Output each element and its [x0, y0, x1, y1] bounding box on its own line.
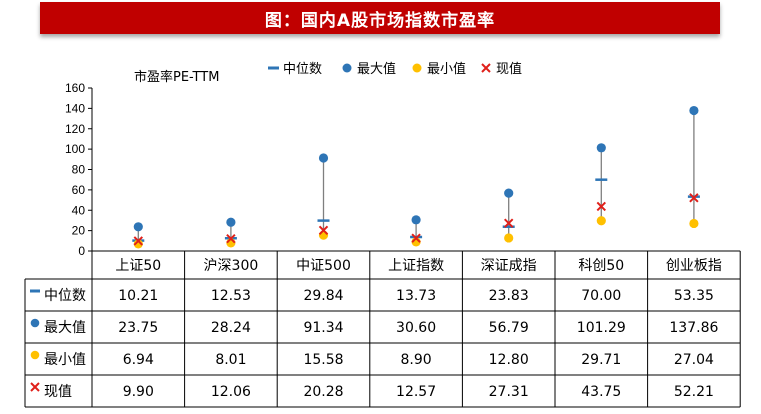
- current-point: [596, 201, 607, 212]
- current-point: [503, 218, 514, 228]
- row-x-icon: [30, 382, 40, 392]
- table-cell: 27.31: [489, 384, 529, 400]
- table-cell: 29.84: [303, 288, 343, 304]
- min-point: [689, 218, 699, 229]
- table-cell: 29.71: [581, 352, 621, 368]
- table-cell: 53.35: [674, 288, 714, 304]
- y-tick-label: 120: [65, 122, 85, 136]
- current-point: [133, 236, 144, 246]
- category-label: 沪深300: [204, 258, 259, 274]
- table-cell: 56.79: [489, 320, 529, 336]
- current-point: [411, 233, 421, 243]
- table-cell: 8.01: [215, 352, 246, 368]
- table-cell: 70.00: [581, 288, 621, 304]
- table-cell: 6.94: [123, 352, 154, 368]
- y-tick-label: 40: [72, 203, 86, 217]
- table-cell: 13.73: [396, 288, 436, 304]
- max-point: [596, 143, 606, 153]
- table-cell: 12.57: [396, 384, 436, 400]
- table-cell: 91.34: [303, 320, 343, 336]
- category-group: [502, 188, 515, 243]
- category-group: [224, 217, 237, 248]
- category-group: [410, 215, 423, 247]
- row-circle-icon: [30, 318, 40, 328]
- min-point: [133, 239, 143, 249]
- table-cell: 12.06: [211, 384, 251, 400]
- chart-title: 图：国内A股市场指数市盈率: [264, 10, 496, 31]
- row-circle-icon: [30, 350, 40, 360]
- legend-label: 现值: [496, 61, 522, 77]
- max-point: [504, 188, 514, 198]
- legend-label: 最大值: [357, 61, 396, 77]
- table-cell: 52.21: [674, 384, 714, 400]
- min-point: [504, 233, 514, 243]
- row-label: 最大值: [44, 320, 86, 336]
- row-label: 最小值: [44, 352, 86, 368]
- y-tick-label: 80: [72, 163, 86, 177]
- table-cell: 10.21: [118, 288, 158, 304]
- current-point: [689, 193, 699, 203]
- y-tick-label: 0: [78, 244, 85, 258]
- legend-label: 中位数: [283, 62, 322, 77]
- legend-circle-icon: [412, 63, 422, 73]
- category-label: 中证500: [296, 258, 351, 274]
- legend-item: 现值: [481, 61, 522, 77]
- y-tick-label: 100: [65, 142, 85, 156]
- min-point: [596, 216, 606, 226]
- legend-circle-icon: [342, 63, 352, 73]
- category-label: 上证指数: [388, 258, 444, 274]
- table-cell: 30.60: [396, 320, 436, 336]
- table-cell: 27.04: [674, 352, 714, 368]
- category-group: [317, 153, 330, 240]
- table-cell: 8.90: [401, 352, 432, 368]
- category-group: [132, 222, 145, 249]
- category-label: 科创50: [578, 258, 624, 274]
- max-point: [318, 153, 329, 163]
- table-cell: 12.80: [489, 352, 529, 368]
- legend-x-icon: [481, 63, 491, 73]
- row-label: 现值: [44, 384, 72, 400]
- legend-item: 中位数: [268, 62, 322, 77]
- category-group: [595, 143, 608, 226]
- table-cell: 20.28: [303, 384, 343, 400]
- legend-item: 最小值: [412, 61, 466, 77]
- legend-label: 最小值: [427, 61, 466, 77]
- category-label: 创业板指: [666, 258, 722, 274]
- table-cell: 23.75: [118, 320, 158, 336]
- current-point: [226, 234, 236, 244]
- title-banner: 图：国内A股市场指数市盈率: [40, 2, 720, 34]
- y-tick-label: 60: [72, 183, 86, 197]
- table-cell: 43.75: [581, 384, 621, 400]
- y-tick-label: 160: [65, 81, 85, 95]
- table-cell: 12.53: [211, 288, 251, 304]
- max-point: [411, 215, 421, 225]
- max-point: [133, 222, 143, 232]
- y-axis-label: 市盈率PE-TTM: [134, 69, 219, 85]
- y-tick-label: 20: [72, 224, 86, 238]
- row-label: 中位数: [44, 288, 86, 304]
- min-point: [318, 230, 329, 240]
- table-cell: 15.58: [303, 352, 343, 368]
- category-label: 上证50: [115, 258, 161, 274]
- y-tick-label: 140: [65, 101, 85, 115]
- legend-item: 最大值: [342, 61, 396, 77]
- category-label: 深证成指: [481, 258, 537, 274]
- table-cell: 101.29: [577, 320, 626, 336]
- max-point: [689, 105, 699, 116]
- current-point: [318, 225, 329, 236]
- table-cell: 137.86: [669, 320, 718, 336]
- table-cell: 28.24: [211, 320, 251, 336]
- category-group: [687, 105, 700, 229]
- table-cell: 23.83: [489, 288, 529, 304]
- max-point: [226, 217, 236, 227]
- table-cell: 9.90: [123, 384, 154, 400]
